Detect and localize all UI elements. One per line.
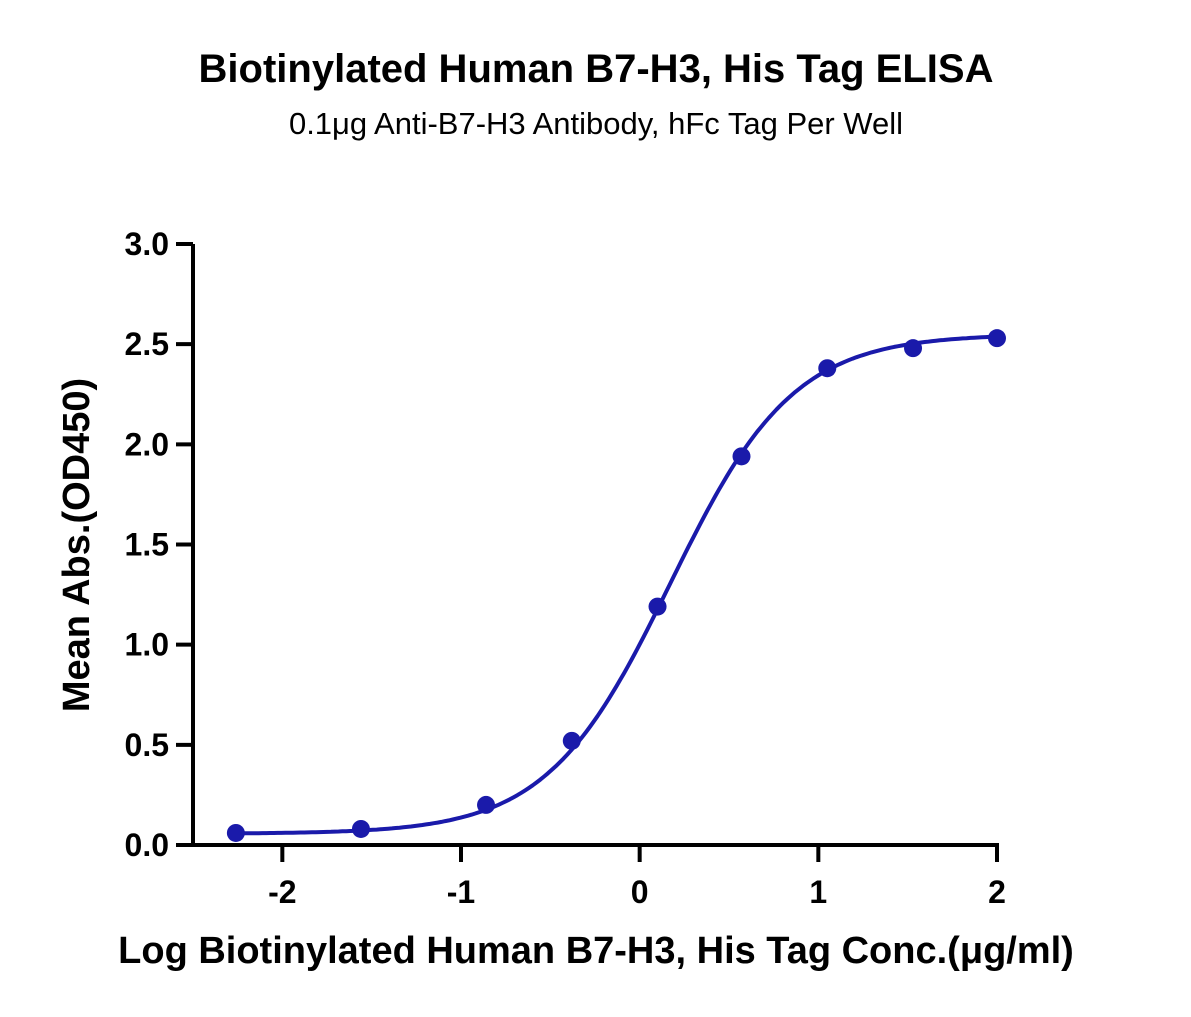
y-tick-label: 1.0 <box>125 627 169 663</box>
fit-curve <box>233 334 999 836</box>
plot-area: 0.0 0.5 1.0 1.5 2.0 2.5 3.0 -2 -1 0 1 2 <box>125 226 1006 910</box>
data-point <box>904 339 923 358</box>
data-point <box>732 447 751 466</box>
x-axis-label: Log Biotinylated Human B7-H3, His Tag Co… <box>118 930 1074 972</box>
x-tick-label: 2 <box>988 874 1006 910</box>
chart-title: Biotinylated Human B7-H3, His Tag ELISA <box>199 47 994 91</box>
y-tick-label: 2.5 <box>125 326 169 362</box>
y-tick-label: 3.0 <box>125 226 169 262</box>
y-tick-label: 0.0 <box>125 827 169 863</box>
x-tick-label: 0 <box>631 874 649 910</box>
data-point <box>988 329 1006 348</box>
x-tick-label: -1 <box>447 874 475 910</box>
data-point <box>562 731 581 750</box>
data-point <box>818 359 837 378</box>
x-tick-label: 1 <box>809 874 827 910</box>
y-tick-label: 1.5 <box>125 527 169 563</box>
y-tick-label: 2.0 <box>125 426 169 462</box>
data-point <box>648 597 667 616</box>
x-tick-label: -2 <box>268 874 296 910</box>
data-point <box>477 795 496 814</box>
y-axis-label: Mean Abs.(OD450) <box>56 378 98 712</box>
data-point <box>226 823 245 842</box>
chart-subtitle: 0.1μg Anti-B7-H3 Antibody, hFc Tag Per W… <box>289 106 903 141</box>
y-tick-label: 0.5 <box>125 727 169 763</box>
data-point <box>351 819 370 838</box>
